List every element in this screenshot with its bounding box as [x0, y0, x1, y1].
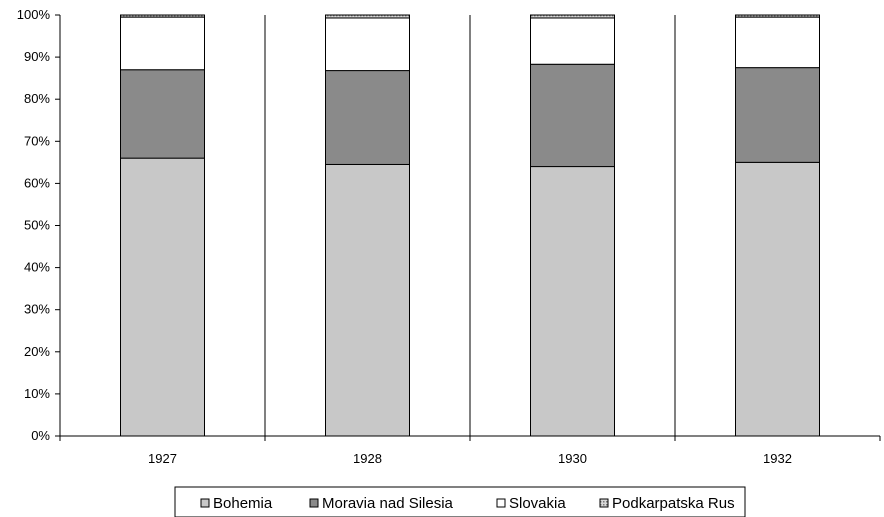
- y-tick-label: 100%: [17, 7, 51, 22]
- y-tick-label: 20%: [24, 344, 50, 359]
- bar-segment: [530, 17, 615, 65]
- bar-segment: [325, 17, 410, 72]
- legend: Bohemia Moravia nad Silesia Slovakia Podkar…: [174, 486, 746, 517]
- x-tick-label: 1927: [148, 451, 177, 466]
- bar-segment: [120, 14, 205, 18]
- legend-label: Slovakia: [509, 495, 566, 512]
- y-tick-label: 40%: [24, 260, 50, 275]
- y-tick-label: 50%: [24, 218, 50, 233]
- legend-label: Bohemia: [213, 495, 273, 512]
- bar-segment: [120, 69, 205, 159]
- legend-swatch: [309, 498, 319, 508]
- x-tick-label: 1932: [763, 451, 792, 466]
- legend-swatch: [496, 498, 506, 508]
- bars: [120, 14, 820, 437]
- y-tick-label: 10%: [24, 386, 50, 401]
- bar-segment: [735, 16, 820, 69]
- bar-segment: [120, 16, 205, 71]
- y-tick-label: 60%: [24, 175, 50, 190]
- x-tick-label: 1930: [558, 451, 587, 466]
- y-axis: 0% 10% 20% 30% 40% 50% 60% 70% 80% 90% 100%: [17, 7, 61, 443]
- x-tick-label: 1928: [353, 451, 382, 466]
- legend-label: Podkarpatska Rus: [612, 495, 735, 512]
- bar-segment: [325, 163, 410, 437]
- legend-swatch: [200, 498, 210, 508]
- bar-segment: [530, 63, 615, 168]
- bar-segment: [325, 70, 410, 165]
- bar-segment: [530, 14, 615, 19]
- y-tick-label: 70%: [24, 133, 50, 148]
- bar-segment: [120, 157, 205, 437]
- bar-segment: [735, 161, 820, 437]
- legend-label: Moravia nad Silesia: [322, 495, 454, 512]
- bar-segment: [530, 166, 615, 437]
- y-tick-label: 30%: [24, 302, 50, 317]
- legend-swatch: [599, 498, 609, 508]
- bar-segment: [325, 14, 410, 19]
- legend-box: [174, 486, 746, 517]
- bar-segment: [735, 14, 820, 18]
- y-tick-label: 90%: [24, 49, 50, 64]
- bar-segment: [735, 67, 820, 163]
- y-tick-label: 80%: [24, 91, 50, 106]
- y-tick-label: 0%: [31, 428, 50, 443]
